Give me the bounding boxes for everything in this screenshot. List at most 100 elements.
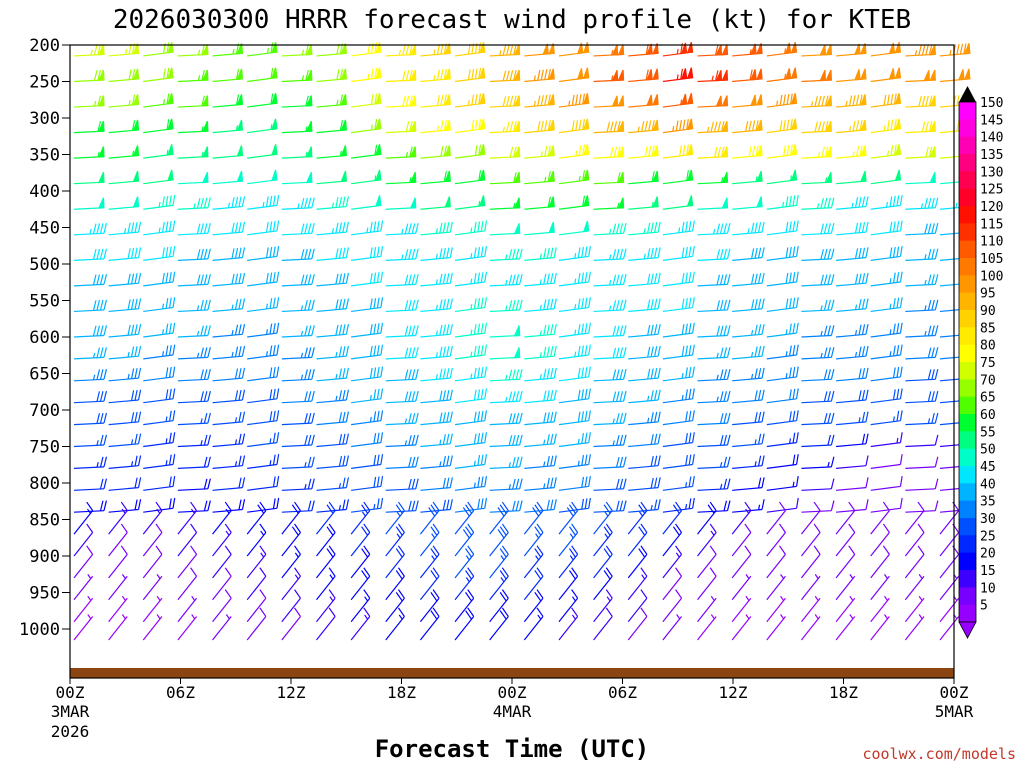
wind-barb-flag (345, 247, 350, 258)
wind-barb-shaft (523, 616, 544, 641)
wind-barb-flag (921, 95, 926, 107)
wind-barb-flag (345, 477, 350, 488)
wind-barb-flag (681, 221, 685, 233)
wind-barb-shaft (835, 575, 856, 601)
wind-barb-flag (931, 347, 935, 358)
wind-barb (836, 455, 869, 469)
wind-barb-shaft (142, 554, 163, 579)
wind-barb-flag (861, 222, 866, 233)
y-tick-label: 450 (29, 219, 60, 239)
wind-barb-pennant (236, 145, 244, 157)
wind-barb-flag (137, 455, 142, 466)
wind-barb (870, 67, 902, 83)
wind-barb-pennant (617, 146, 625, 158)
wind-barb-half-flag (610, 49, 614, 56)
wind-barb-half-flag (294, 552, 299, 558)
wind-barb-half-flag (505, 374, 508, 381)
wind-barb-flag (345, 221, 350, 233)
wind-barb-pennant (582, 195, 590, 207)
wind-barb-flag (638, 504, 646, 514)
wind-barb-flag (654, 499, 658, 510)
wind-barb (212, 411, 246, 426)
wind-barb-shaft (73, 575, 94, 601)
wind-barb-flag (571, 589, 579, 599)
wind-barb-flag (543, 412, 547, 423)
wind-barb-half-flag (165, 416, 168, 422)
wind-barb-flag (473, 411, 477, 423)
wind-barb-flag (899, 388, 903, 399)
wind-barb-pennant (132, 68, 140, 80)
wind-barb (766, 271, 799, 287)
wind-barb-half-flag (754, 439, 757, 445)
wind-barb-half-flag (681, 373, 684, 379)
wind-barb-half-flag (304, 462, 307, 468)
wind-barb-shaft (801, 356, 832, 360)
wind-barb-shaft (524, 308, 555, 313)
wind-barb-flag (778, 545, 786, 555)
wind-barb-flag (342, 247, 346, 259)
wind-barb-half-flag (675, 552, 680, 558)
wind-barb-flag (376, 366, 380, 378)
wind-barb-flag (827, 299, 831, 311)
wind-barb-flag (294, 567, 301, 577)
wind-barb-flag (892, 323, 896, 335)
wind-barb-flag (827, 434, 831, 446)
wind-barb-half-flag (339, 150, 343, 157)
wind-barb-shaft (212, 487, 243, 491)
wind-barb-half-flag (165, 460, 168, 466)
wind-barb-shaft (662, 616, 682, 641)
wind-barb-pennant (756, 43, 763, 55)
wind-barb (558, 366, 591, 382)
wind-barb (524, 221, 555, 236)
wind-barb-half-flag (955, 202, 958, 208)
wind-barb-half-flag (754, 461, 757, 467)
wind-barb-flag (534, 504, 542, 514)
wind-barb-shaft (385, 444, 416, 448)
wind-barb-half-flag (745, 508, 750, 514)
wind-barb (662, 476, 695, 491)
wind-barb-flag (134, 247, 138, 259)
wind-barb-flag (757, 324, 762, 335)
wind-barb-flag (577, 298, 581, 310)
wind-barb-flag (241, 499, 246, 510)
y-tick-label: 250 (29, 73, 60, 93)
wind-barb-flag (892, 345, 896, 357)
wind-barb-half-flag (301, 75, 305, 81)
wind-barb (385, 325, 419, 338)
wind-barb-shaft (316, 575, 336, 601)
wind-barb (177, 69, 209, 83)
wind-barb-flag (723, 478, 728, 490)
wind-barb (385, 456, 419, 469)
wind-barb-flag (515, 500, 520, 512)
wind-barb (905, 120, 936, 134)
wind-barb-shaft (212, 231, 243, 236)
wind-barb-flag (855, 145, 860, 157)
wind-barb (766, 574, 786, 601)
wind-barb-shaft (732, 487, 763, 491)
wind-barb-shaft (212, 575, 232, 601)
wind-barb-flag (446, 222, 450, 233)
wind-barb-shaft (454, 485, 485, 491)
wind-barb-shaft (697, 532, 717, 557)
wind-barb-flag (726, 390, 731, 402)
wind-barb-flag (817, 95, 822, 107)
wind-barb-half-flag (885, 201, 889, 208)
wind-barb (593, 390, 627, 404)
wind-barb-flag (335, 273, 339, 285)
wind-barb-flag (861, 411, 866, 423)
wind-barb-pennant (340, 170, 348, 183)
wind-barb-flag (792, 246, 796, 258)
wind-barb-flag (207, 274, 211, 285)
wind-barb-pennant (513, 120, 521, 132)
wind-barb-flag (619, 369, 624, 380)
wind-barb-half-flag (571, 596, 576, 602)
wind-barb-half-flag (190, 508, 195, 514)
wind-barb (419, 589, 440, 623)
wind-barb-flag (397, 589, 405, 599)
wind-barb-pennant (513, 223, 521, 235)
wind-barb (732, 323, 765, 338)
wind-barb-flag (686, 119, 689, 130)
wind-barb-flag (757, 389, 762, 401)
wind-barb-flag (515, 478, 520, 490)
wind-barb-shaft (316, 532, 336, 557)
